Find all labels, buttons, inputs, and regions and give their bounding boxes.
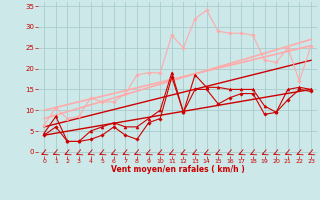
X-axis label: Vent moyen/en rafales ( km/h ): Vent moyen/en rafales ( km/h ) — [111, 165, 244, 174]
